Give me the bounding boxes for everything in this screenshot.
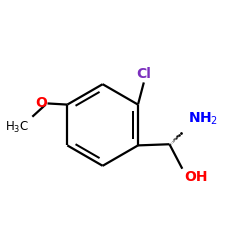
Text: NH$_2$: NH$_2$ — [188, 110, 218, 127]
Text: O: O — [35, 96, 47, 110]
Text: Cl: Cl — [136, 66, 151, 80]
Text: OH: OH — [185, 170, 208, 184]
Text: H$_3$C: H$_3$C — [5, 120, 29, 135]
